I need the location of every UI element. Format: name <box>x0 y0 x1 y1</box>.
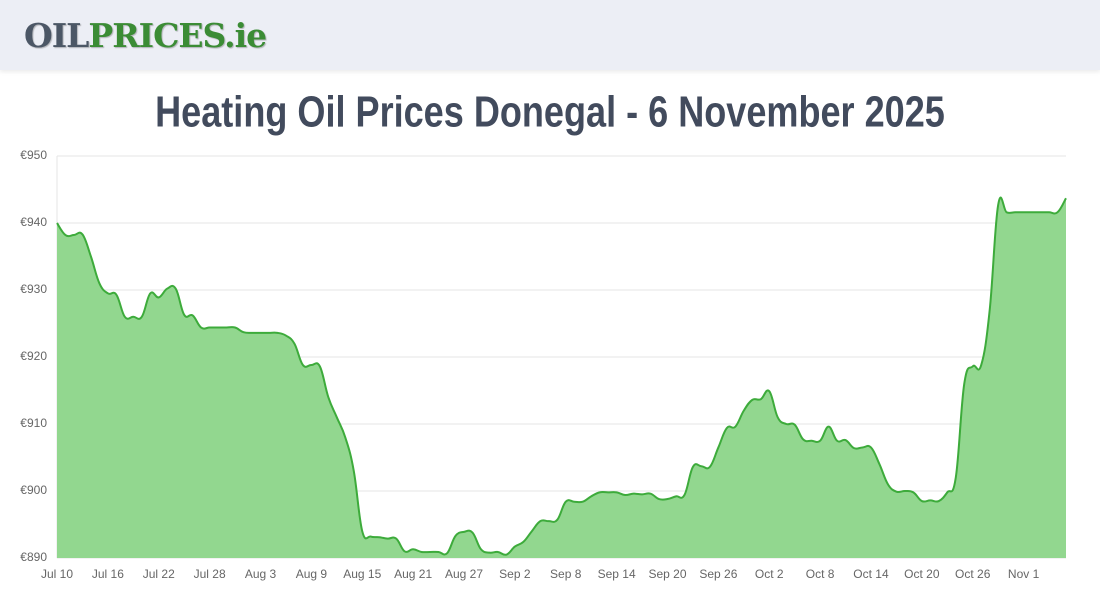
x-tick-label: Aug 21 <box>394 567 432 581</box>
x-tick-label: Jul 10 <box>41 567 73 581</box>
x-tick-label: Sep 8 <box>550 567 582 581</box>
x-tick-label: Sep 2 <box>499 567 531 581</box>
x-tick-label: Oct 20 <box>904 567 940 581</box>
x-tick-label: Aug 15 <box>343 567 381 581</box>
header: OILPRICES.ie <box>0 0 1100 70</box>
y-tick-label: €900 <box>20 483 47 497</box>
y-tick-label: €930 <box>20 282 47 296</box>
y-tick-label: €920 <box>20 349 47 363</box>
x-tick-label: Jul 16 <box>92 567 124 581</box>
y-tick-label: €950 <box>20 148 47 162</box>
area-fill <box>57 197 1066 558</box>
y-tick-label: €890 <box>20 550 47 564</box>
logo-part: OIL <box>24 16 89 55</box>
y-tick-label: €940 <box>20 215 47 229</box>
x-tick-label: Sep 26 <box>699 567 737 581</box>
logo-part: PRICES.ie <box>88 16 267 55</box>
x-tick-label: Jul 28 <box>194 567 226 581</box>
chart-title: Heating Oil Prices Donegal - 6 November … <box>155 87 945 136</box>
x-tick-label: Aug 27 <box>445 567 483 581</box>
x-tick-label: Sep 20 <box>648 567 686 581</box>
line <box>56 196 1067 556</box>
logo[interactable]: OILPRICES.ie <box>24 16 267 55</box>
x-tick-label: Nov 1 <box>1008 567 1040 581</box>
x-tick-label: Oct 14 <box>853 567 889 581</box>
x-tick-label: Jul 22 <box>143 567 175 581</box>
x-tick-label: Sep 14 <box>598 567 636 581</box>
y-tick-label: €910 <box>20 416 47 430</box>
x-tick-label: Oct 2 <box>755 567 784 581</box>
x-tick-label: Oct 8 <box>806 567 835 581</box>
x-tick-label: Aug 3 <box>245 567 277 581</box>
x-tick-label: Oct 26 <box>955 567 991 581</box>
chart: Heating Oil Prices Donegal - 6 November … <box>20 87 1067 581</box>
x-tick-label: Aug 9 <box>296 567 328 581</box>
